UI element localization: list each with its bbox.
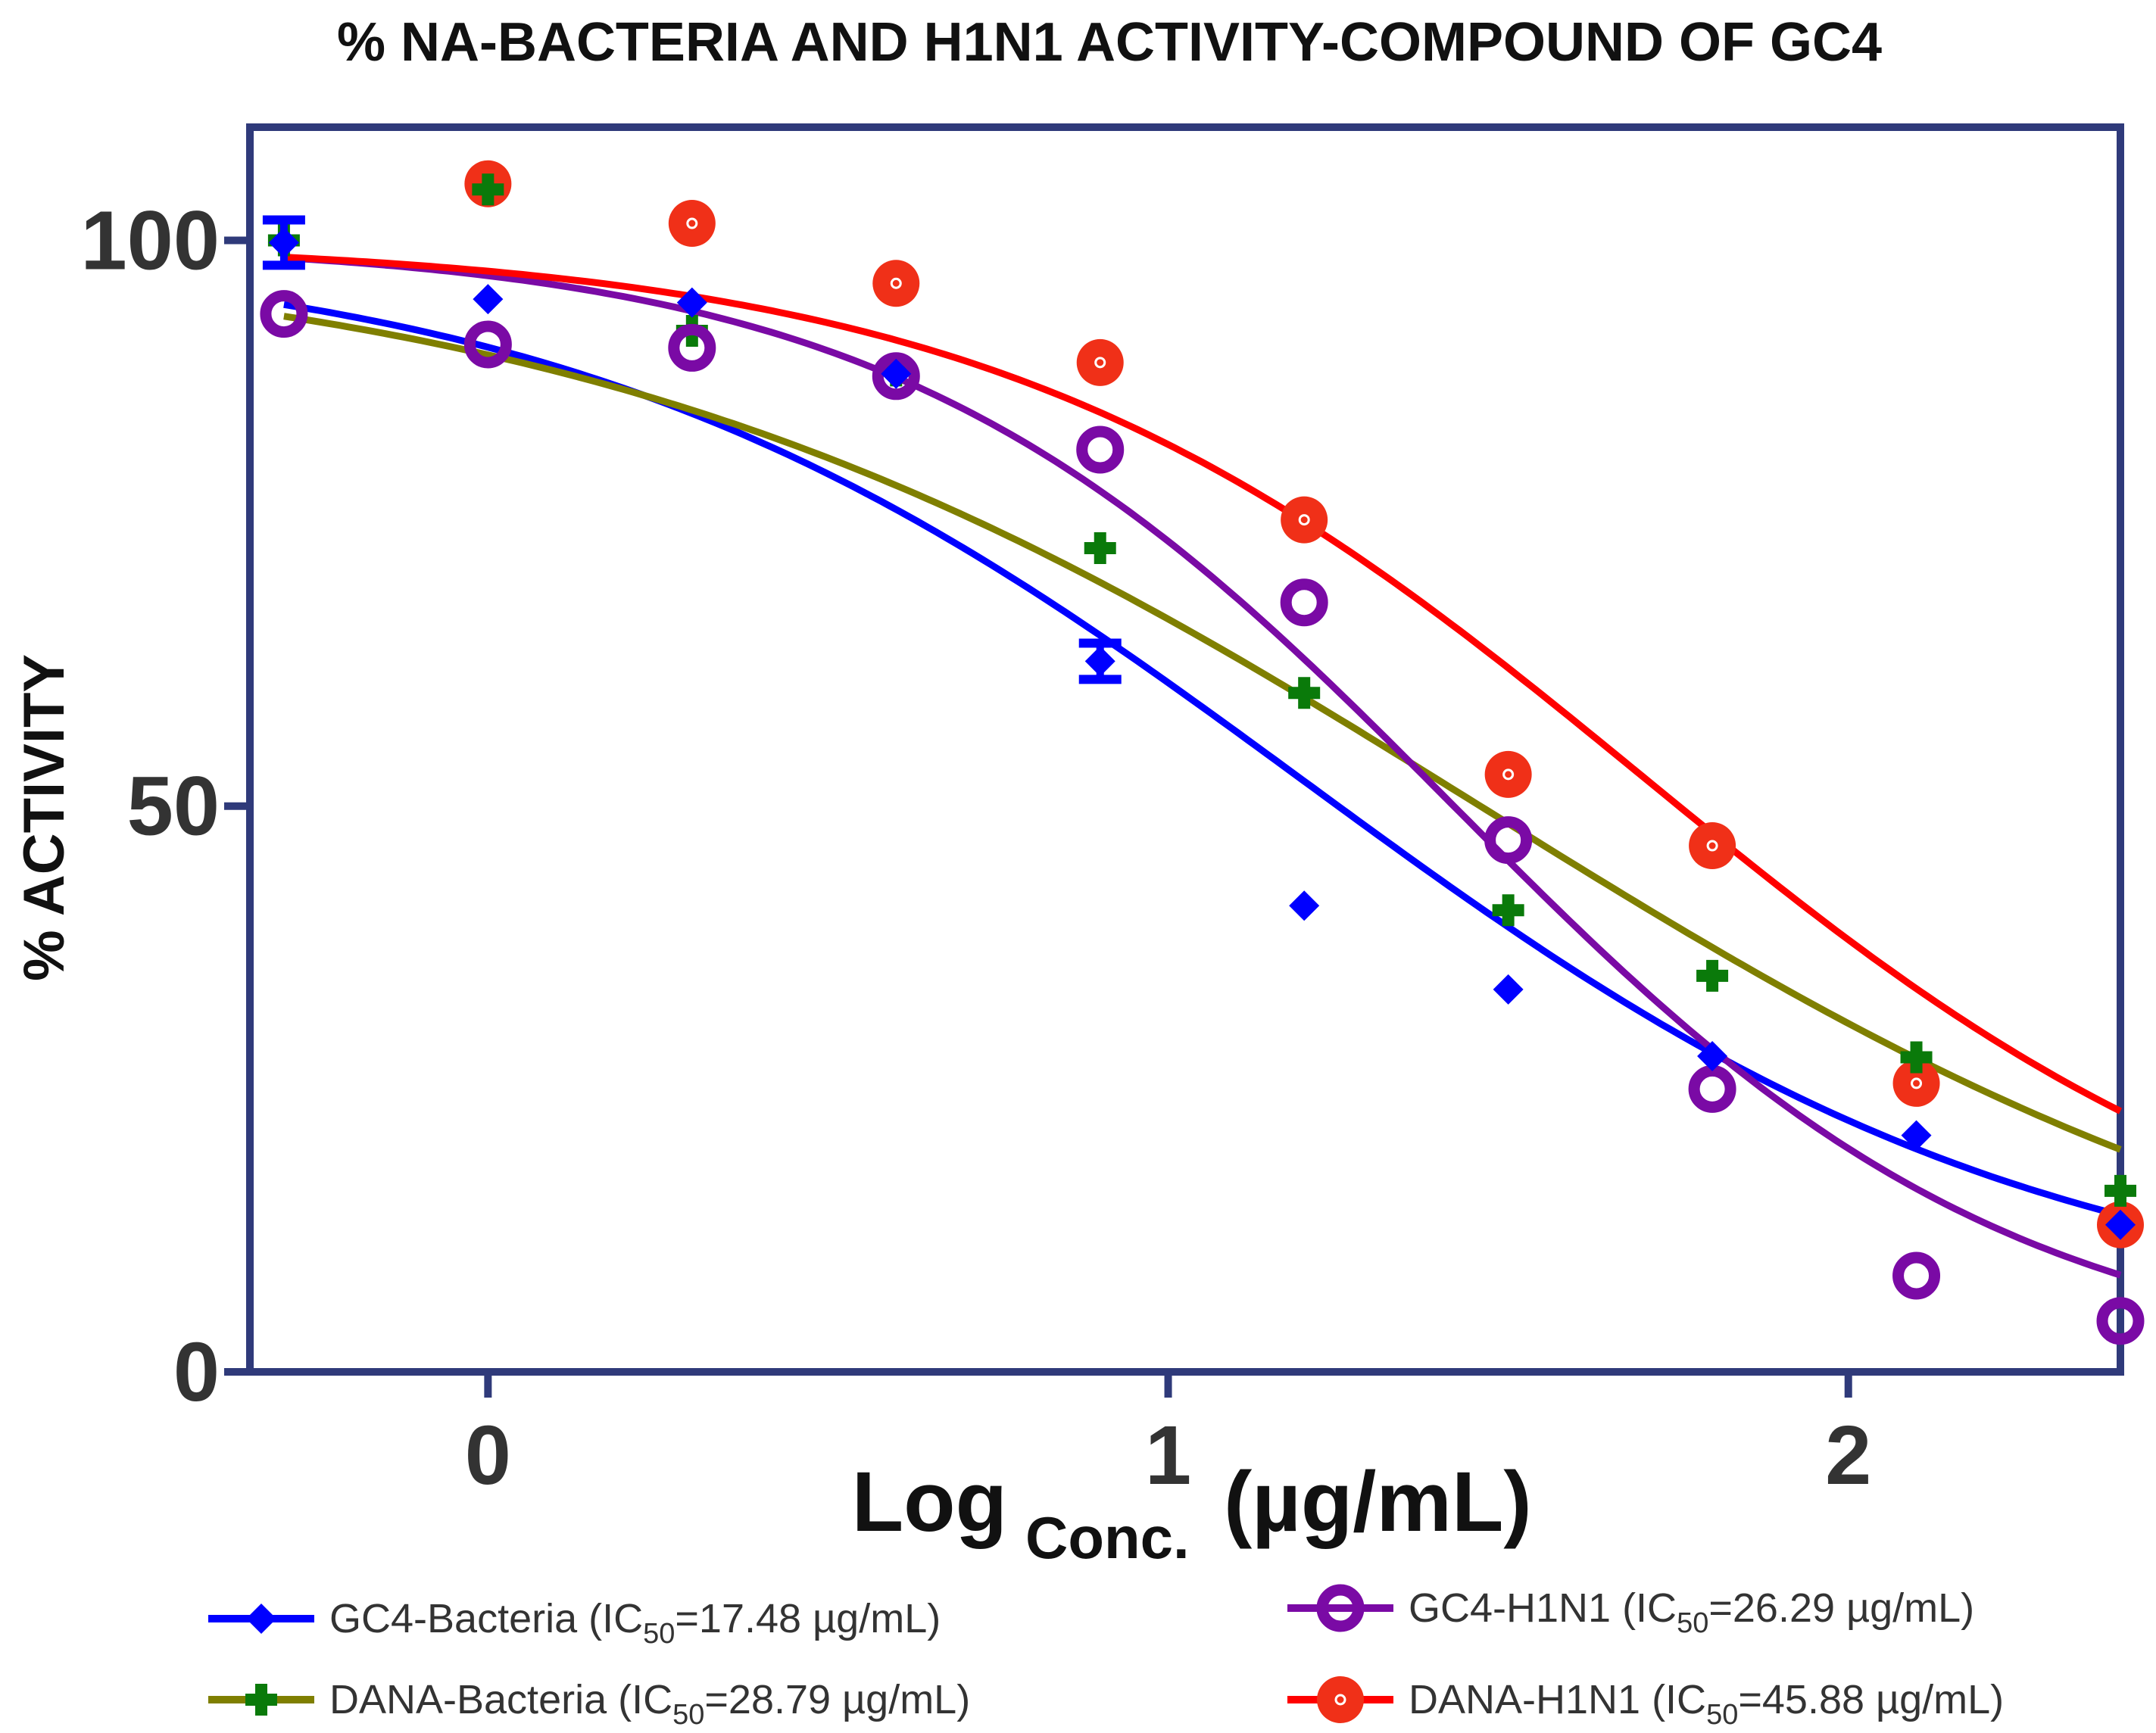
point-gc4-bacteria-9 [2105,1209,2136,1240]
point-dana-h1n1-1-fill [668,200,716,248]
point-dana-h1n1-3 [1076,338,1124,386]
legend-item-dana-h1n1: DANA-H1N1 (IC50=45.88 µg/mL) [1287,1676,2004,1731]
point-dana-bacteria-7 [1696,959,1729,992]
y-tick-label-100: 100 [80,194,220,287]
point-dana-h1n1-6-center [1706,840,1718,852]
legend-label-dana-bacteria: DANA-Bacteria (IC50=28.79 µg/mL) [329,1677,970,1731]
x-tick-label-2: 2 [1825,1409,1871,1502]
legend-label-gc4-h1n1: GC4-H1N1 (IC50=26.29 µg/mL) [1409,1585,1974,1639]
point-dana-h1n1-3-center [1094,357,1106,369]
point-dana-h1n1-1-center [686,217,698,229]
point-dana-bacteria-9 [2105,1174,2136,1207]
x-axis-label-main: Log [852,1454,1007,1549]
point-gc4-h1n1-6 [1484,816,1533,865]
legend-label-gc4-bacteria: GC4-Bacteria (IC50=17.48 µg/mL) [329,1596,941,1650]
point-dana-h1n1-1 [668,200,716,248]
legend-marker-gc4-h1n1 [1316,1584,1365,1632]
point-dana-bacteria-4 [1084,531,1116,564]
legend-marker-dana-h1n1 [1317,1676,1364,1723]
point-dana-h1n1-4 [1281,496,1328,544]
point-dana-h1n1-5-fill [1484,750,1532,798]
point-dana-bacteria-1 [472,173,504,206]
point-dana-h1n1-5 [1484,750,1532,798]
fit-curve-dana-h1n1 [283,254,2123,1114]
point-gc4-h1n1-7 [1688,1064,1736,1113]
point-gc4-h1n1-2 [668,323,716,372]
point-dana-h1n1-4-center [1298,514,1310,526]
point-gc4-h1n1-8 [1892,1251,1941,1300]
point-gc4-bacteria-3 [881,358,912,389]
point-gc4-bacteria-6 [1493,974,1524,1005]
fit-curve-dana-bacteria [283,313,2122,1153]
fit-curve-gc4-h1n1 [283,254,2122,1279]
plot-area [246,123,2124,1376]
point-dana-h1n1-7-center [1911,1077,1923,1089]
legend-item-dana-bacteria: DANA-Bacteria (IC50=28.79 µg/mL) [208,1677,970,1731]
legend-item-gc4-bacteria: GC4-Bacteria (IC50=17.48 µg/mL) [208,1596,941,1650]
point-gc4-h1n1-0 [260,290,308,338]
point-gc4-bacteria-0 [268,227,299,258]
point-dana-h1n1-2 [872,260,920,307]
x-axis-label-unit: (µg/mL) [1224,1454,1532,1549]
point-dana-h1n1-2-fill [872,260,920,307]
point-dana-h1n1-7 [1892,1059,1940,1107]
point-dana-bacteria-6 [1492,894,1524,927]
point-gc4-bacteria-2 [676,287,707,318]
chart-title: % NA-BACTERIA AND H1N1 ACTIVITY-COMPOUND… [337,12,1882,73]
plot-frame [246,123,2124,1376]
point-dana-h1n1-6-fill [1689,822,1736,870]
point-gc4-bacteria-5 [1289,890,1320,921]
point-gc4-bacteria-8 [1901,1120,1932,1151]
legend-marker-dana-bacteria [245,1684,277,1716]
point-gc4-h1n1-5 [1280,578,1328,627]
point-dana-h1n1-5-center [1502,768,1515,781]
point-dana-bacteria-5 [1288,677,1321,709]
point-dana-h1n1-2-center [890,277,902,289]
x-tick-label-1: 1 [1145,1409,1191,1502]
legend-marker-dana-h1n1-center [1334,1694,1346,1706]
point-gc4-bacteria-1 [473,284,504,315]
point-dana-bacteria-8 [1900,1041,1933,1074]
point-dana-h1n1-4-fill [1281,496,1328,544]
x-axis-label-subscript: Conc. [1025,1504,1190,1571]
point-dana-h1n1-3-fill [1076,338,1124,386]
legend-label-dana-h1n1: DANA-H1N1 (IC50=45.88 µg/mL) [1409,1677,2004,1731]
data-marks [260,160,2145,1345]
legend: GC4-Bacteria (IC50=17.48 µg/mL) GC4-H1N1 … [208,1584,2004,1731]
point-dana-h1n1-6 [1689,822,1736,870]
y-axis-label: % ACTIVITY [12,654,76,981]
point-gc4-bacteria-7 [1697,1041,1728,1072]
point-gc4-h1n1-9 [2096,1297,2145,1345]
axes: 0 50 100 0 1 2 [80,194,1871,1502]
legend-marker-dana-h1n1-fill [1317,1676,1364,1723]
point-gc4-bacteria-4 [1084,646,1115,677]
point-dana-h1n1-7-fill [1892,1059,1940,1107]
x-tick-label-0: 0 [465,1409,511,1502]
legend-item-gc4-h1n1: GC4-H1N1 (IC50=26.29 µg/mL) [1287,1584,1974,1639]
y-tick-label-0: 0 [173,1326,220,1419]
point-gc4-h1n1-4 [1076,425,1125,474]
fit-curve-gc4-bacteria [283,301,2122,1219]
point-gc4-h1n1-3 [872,352,920,401]
x-axis-label: Log Conc. (µg/mL) [852,1454,1532,1571]
point-gc4-h1n1-1 [463,320,512,369]
y-tick-label-50: 50 [127,760,220,853]
legend-marker-gc4-bacteria [246,1604,276,1634]
